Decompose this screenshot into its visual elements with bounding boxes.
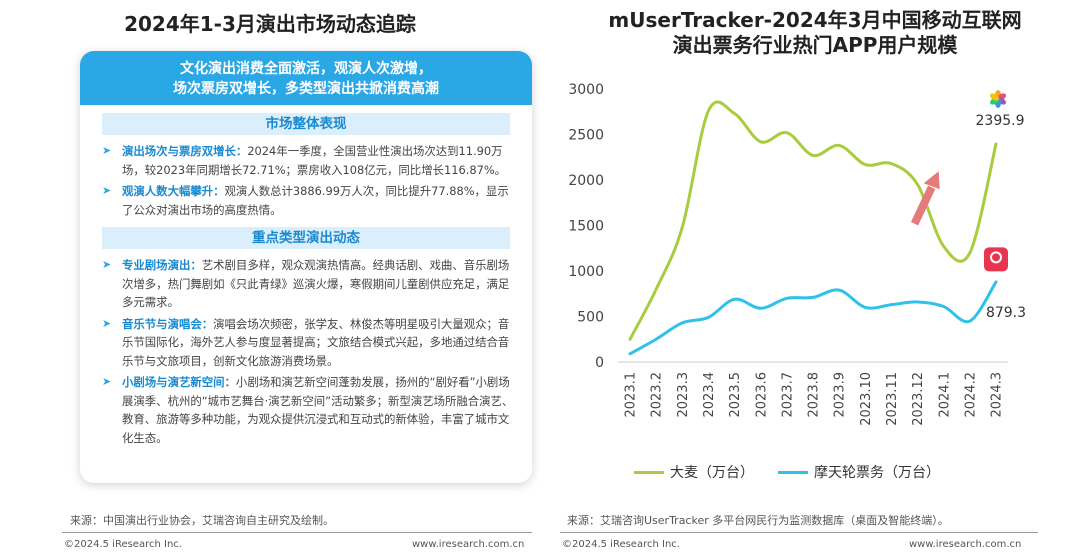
motianlun-logo-icon xyxy=(984,247,1008,272)
list-item: ➤ 音乐节与演唱会：演唱会场次频密，张学友、林俊杰等明星吸引大量观众；音乐节国际… xyxy=(102,315,518,371)
item-body: 观演人数总计3886.99万人次，同比提升77.88%，显示了公众对演出市场的高… xyxy=(122,184,509,217)
key-type-items: ➤ 专业剧场演出：艺术剧目多样，观众观演热情高。经典话剧、戏曲、音乐剧场次增多，… xyxy=(80,249,532,447)
section-title-market: 市场整体表现 xyxy=(102,113,510,135)
list-item: ➤ 小剧场与演艺新空间：小剧场和演艺新空间蓬勃发展，扬州的“剧好看”小剧场展演季… xyxy=(102,373,518,447)
left-footer-url[interactable]: www.iresearch.com.cn xyxy=(412,539,525,550)
market-items: ➤ 演出场次与票房双增长：2024年一季度，全国营业性演出场次达到11.90万场… xyxy=(80,135,532,219)
legend-label-damai: 大麦（万台） xyxy=(670,465,754,481)
x-tick-label: 2023.3 xyxy=(676,372,691,418)
item-heading: 音乐节与演唱会： xyxy=(122,316,214,331)
legend-swatch-damai xyxy=(634,470,664,474)
x-tick-label: 2023.2 xyxy=(650,372,665,418)
x-tick-label: 2023.5 xyxy=(728,372,743,418)
item-body: 小剧场和演艺新空间蓬勃发展，扬州的“剧好看”小剧场展演季、杭州的“城市艺舞台·演… xyxy=(122,375,514,445)
bullet-arrow-icon: ➤ xyxy=(102,375,112,388)
list-item: ➤ 专业剧场演出：艺术剧目多样，观众观演热情高。经典话剧、戏曲、音乐剧场次增多，… xyxy=(102,256,518,312)
trend-arrow-shaft xyxy=(910,185,936,226)
data-label-motianlun-2024-3: 879.3 xyxy=(986,305,1026,321)
bullet-arrow-icon: ➤ xyxy=(102,184,112,197)
x-tick-label: 2024.2 xyxy=(963,372,978,418)
right-footer-url[interactable]: www.iresearch.com.cn xyxy=(909,539,1022,550)
x-tick-label: 2023.1 xyxy=(624,372,639,418)
right-source-note: 来源：艾瑞咨询UserTracker 多平台网民行为监测数据库（桌面及智能终端）… xyxy=(567,514,949,527)
damai-logo-icon xyxy=(989,93,1000,101)
right-footer-copyright: ©2024.5 iResearch Inc. xyxy=(562,539,680,550)
y-tick-label: 1500 xyxy=(568,219,604,235)
list-item: ➤ 观演人数大幅攀升：观演人数总计3886.99万人次，同比提升77.88%，显… xyxy=(102,182,518,219)
left-source-note: 来源：中国演出行业协会，艾瑞咨询自主研究及绘制。 xyxy=(70,514,334,527)
left-panel-title: 2024年1-3月演出市场动态追踪 xyxy=(124,12,416,36)
y-tick-label: 500 xyxy=(577,310,604,326)
y-tick-label: 2000 xyxy=(568,173,604,189)
y-tick-label: 3000 xyxy=(568,82,604,98)
motianlun-logo-icon xyxy=(990,251,1002,264)
series-line-damai xyxy=(628,100,998,341)
x-tick-label: 2023.12 xyxy=(911,372,926,426)
x-tick-label: 2023.11 xyxy=(885,372,900,426)
legend-item-damai: 大麦（万台） xyxy=(634,462,754,482)
legend-label-motianlun: 摩天轮票务（万台） xyxy=(814,465,940,481)
x-tick-label: 2023.6 xyxy=(754,372,769,418)
item-body: 2024年一季度，全国营业性演出场次达到11.90万场，较2023年同期增长72… xyxy=(122,144,507,177)
bullet-arrow-icon: ➤ xyxy=(102,144,112,157)
legend-item-motianlun: 摩天轮票务（万台） xyxy=(778,462,940,482)
item-body: 演唱会场次频密，张学友、林俊杰等明星吸引大量观众；音乐节国际化，海外艺人参与度显… xyxy=(122,316,510,368)
banner-line-2: 场次票房双增长，多类型演出共掀消费高潮 xyxy=(173,81,439,97)
y-tick-label: 2500 xyxy=(568,128,604,144)
right-divider xyxy=(560,532,1038,533)
legend-swatch-motianlun xyxy=(778,470,808,474)
list-item: ➤ 演出场次与票房双增长：2024年一季度，全国营业性演出场次达到11.90万场… xyxy=(102,142,518,179)
market-summary-card: 文化演出消费全面激活，观演人次激增， 场次票房双增长，多类型演出共掀消费高潮 市… xyxy=(80,51,532,483)
item-heading: 小剧场与演艺新空间： xyxy=(122,375,236,389)
y-tick-label: 1000 xyxy=(568,264,604,280)
banner-line-1: 文化演出消费全面激活，观演人次激增， xyxy=(180,61,432,77)
user-scale-line-chart: 0 500 1000 1500 2000 2500 3000 2023.1 2023.2 2023… xyxy=(568,82,1026,426)
x-tick-label: 2023.8 xyxy=(807,372,822,418)
section-title-key-types: 重点类型演出动态 xyxy=(102,227,510,249)
chart-title: mUserTracker-2024年3月中国移动互联网 演出票务行业热门APP用… xyxy=(555,8,1075,58)
bullet-arrow-icon: ➤ xyxy=(102,258,112,271)
item-body: 艺术剧目多样，观众观演热情高。经典话剧、戏曲、音乐剧场次增多，热门舞剧如《只此青… xyxy=(122,258,510,309)
chart-title-line-2: 演出票务行业热门APP用户规模 xyxy=(672,33,958,57)
data-label-damai-2024-3: 2395.9 xyxy=(976,113,1025,129)
item-heading: 观演人数大幅攀升： xyxy=(122,184,225,198)
item-heading: 专业剧场演出： xyxy=(122,258,202,272)
x-tick-label: 2023.7 xyxy=(780,372,795,418)
x-tick-label: 2024.1 xyxy=(937,372,952,418)
x-tick-label: 2023.10 xyxy=(859,372,874,426)
x-tick-label: 2024.3 xyxy=(990,372,1005,418)
x-tick-label: 2023.4 xyxy=(702,372,717,418)
y-tick-label: 0 xyxy=(595,355,604,371)
bullet-arrow-icon: ➤ xyxy=(102,316,112,330)
x-tick-label: 2023.9 xyxy=(833,372,848,418)
series-line-motianlun xyxy=(628,280,998,356)
summary-banner: 文化演出消费全面激活，观演人次激增， 场次票房双增长，多类型演出共掀消费高潮 xyxy=(80,51,532,105)
item-heading: 演出场次与票房双增长： xyxy=(122,144,248,158)
trend-arrow-head-icon xyxy=(923,171,940,190)
left-divider xyxy=(62,532,532,533)
chart-title-line-1: mUserTracker-2024年3月中国移动互联网 xyxy=(608,8,1022,32)
left-footer-copyright: ©2024.5 iResearch Inc. xyxy=(64,539,182,550)
